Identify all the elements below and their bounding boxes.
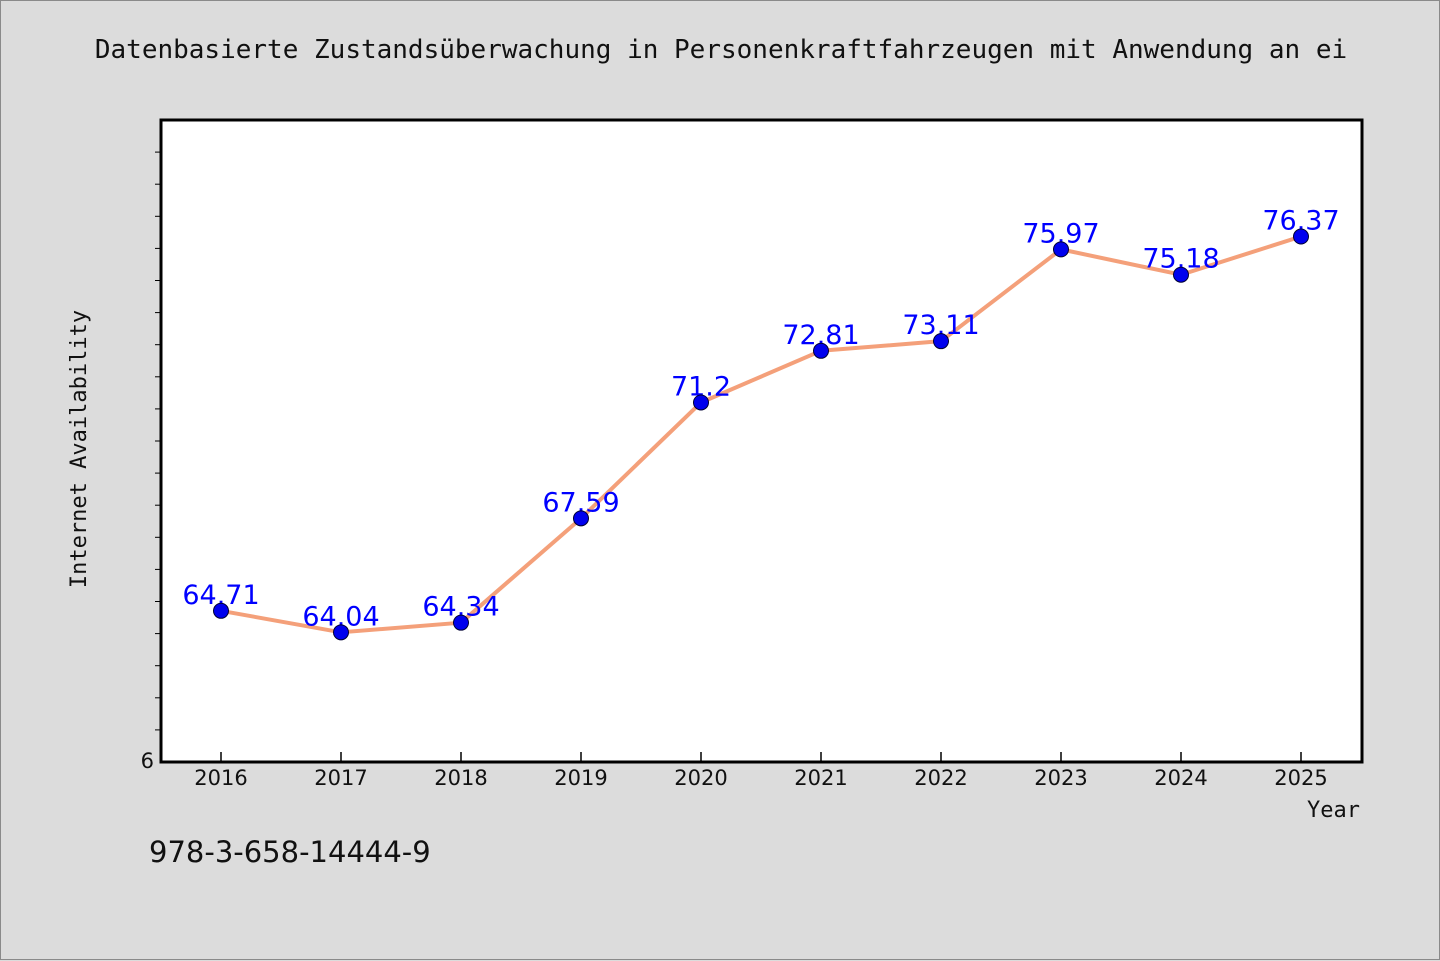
data-point (1053, 241, 1069, 258)
isbn-label: 978-3-658-14444-9 (149, 835, 431, 869)
x-tick-label: 2021 (794, 766, 847, 790)
x-axis-ticks: 2016 2017 2018 2019 2020 2021 2022 2023 2024 2025 (194, 752, 1328, 790)
plot-area (159, 118, 1364, 764)
data-point (213, 602, 229, 619)
y-axis-ticks: 6 (141, 151, 161, 773)
x-tick-label: 2022 (914, 766, 967, 790)
x-tick-label: 2020 (674, 766, 727, 790)
x-axis-label: Year (1307, 798, 1360, 823)
y-tick-label: 6 (141, 749, 154, 773)
data-point (1173, 266, 1189, 283)
data-point (813, 342, 829, 359)
x-tick-label: 2018 (434, 766, 487, 790)
data-point (1293, 228, 1309, 245)
data-point (933, 333, 949, 350)
data-point (453, 614, 469, 631)
x-tick-label: 2023 (1034, 766, 1087, 790)
x-tick-label: 2016 (194, 766, 247, 790)
series-line (219, 234, 1303, 635)
data-point (573, 510, 589, 527)
x-tick-label: 2017 (314, 766, 367, 790)
x-tick-label: 2024 (1154, 766, 1207, 790)
data-point (333, 624, 349, 641)
chart-title: Datenbasierte Zustandsüberwachung in Per… (94, 35, 1348, 65)
data-point (693, 394, 709, 411)
x-tick-label: 2025 (1274, 766, 1327, 790)
y-axis-label: Internet Availability (67, 310, 92, 588)
x-tick-label: 2019 (554, 766, 607, 790)
